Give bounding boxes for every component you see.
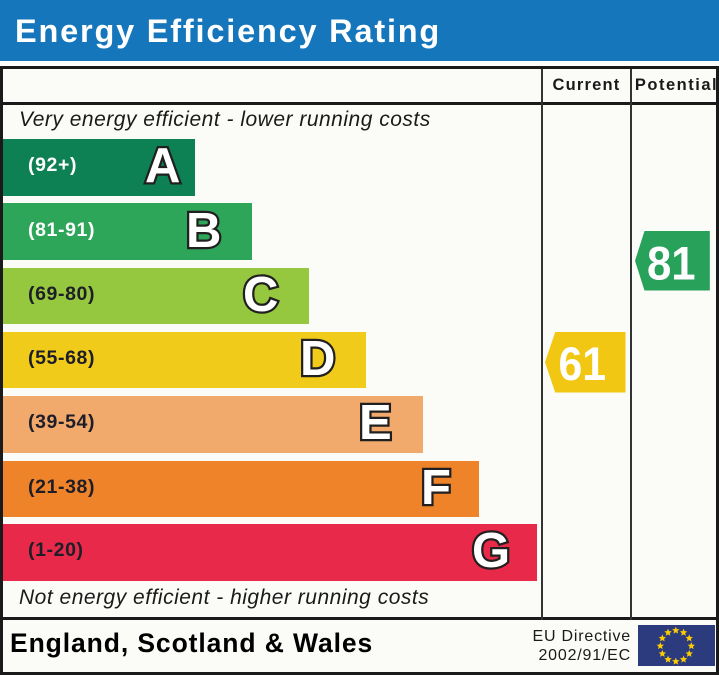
svg-text:61: 61 — [559, 337, 607, 391]
svg-text:81: 81 — [647, 237, 696, 290]
